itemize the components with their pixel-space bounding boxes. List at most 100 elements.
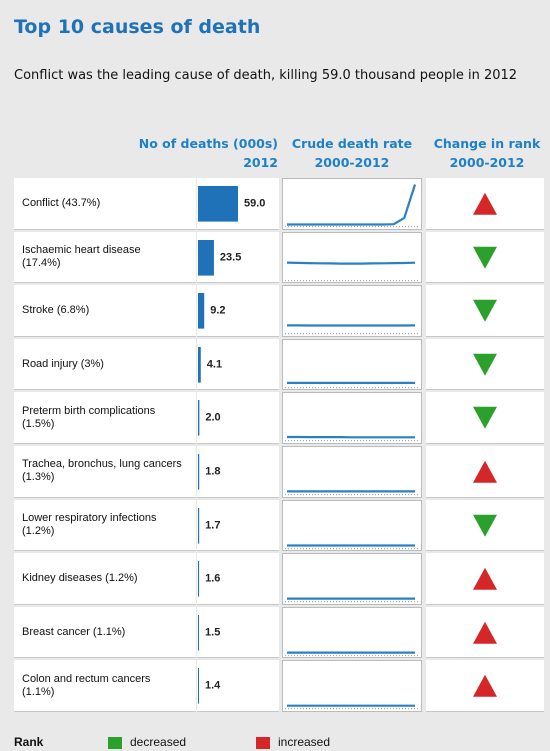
row-label-cell: Lower respiratory infections (1.2%) bbox=[14, 499, 196, 552]
bar-value-label: 9.2 bbox=[210, 305, 225, 317]
bar bbox=[198, 614, 200, 651]
rank-svg bbox=[473, 353, 497, 376]
rank-arrow bbox=[473, 407, 497, 430]
rank-arrow bbox=[473, 246, 497, 269]
trend-cell bbox=[282, 606, 422, 659]
bar-value-label: 1.8 bbox=[205, 466, 220, 478]
rank-arrow bbox=[473, 514, 497, 537]
trend-svg bbox=[285, 543, 419, 549]
header-line: 2000-2012 bbox=[449, 155, 525, 170]
trend-svg bbox=[285, 490, 419, 496]
rank-arrow bbox=[473, 353, 497, 376]
bar-value-label: 1.7 bbox=[205, 519, 220, 531]
header-line: Crude death rate bbox=[291, 136, 413, 151]
rank-svg bbox=[473, 514, 497, 537]
rank-cell bbox=[426, 499, 544, 552]
bar-svg: 1.6 bbox=[198, 561, 220, 597]
bar-cell: 59.0 bbox=[197, 178, 279, 230]
bar bbox=[198, 293, 205, 329]
trend-cell bbox=[282, 499, 422, 552]
rank-arrow bbox=[473, 299, 497, 322]
row-label-cell: Stroke (6.8%) bbox=[14, 285, 196, 337]
bar-value-label: 59.0 bbox=[244, 198, 265, 210]
row-label: Road injury (3%) bbox=[22, 357, 104, 370]
rank-cell bbox=[426, 553, 544, 605]
header: Crude death rate 2000-2012 bbox=[282, 134, 422, 172]
row-label-cell: Preterm birth complications (1.5%) bbox=[14, 392, 196, 444]
trend-cell bbox=[282, 338, 422, 391]
title: Top 10 causes of death bbox=[14, 16, 261, 38]
row-label-cell: Ischaemic heart disease (17.4%) bbox=[14, 231, 196, 284]
row-label-cell: Road injury (3%) bbox=[14, 338, 196, 391]
bar-svg: 2.0 bbox=[198, 400, 221, 436]
row-label: Trachea, bronchus, lung cancers (1.3%) bbox=[22, 458, 182, 484]
rank-cell bbox=[426, 178, 544, 230]
trend-line bbox=[286, 261, 416, 265]
bar-value-label: 1.4 bbox=[205, 680, 221, 692]
row-label-cell: Kidney diseases (1.2%) bbox=[14, 553, 196, 605]
bar-cell: 1.4 bbox=[197, 660, 279, 712]
row-label: Stroke (6.8%) bbox=[22, 303, 90, 316]
trend-svg bbox=[285, 704, 419, 710]
bar bbox=[198, 400, 200, 436]
rank-svg bbox=[473, 621, 497, 644]
bar bbox=[198, 454, 200, 490]
trend-svg bbox=[285, 324, 419, 335]
rank-arrow bbox=[473, 567, 497, 590]
bar-svg: 59.0 bbox=[198, 186, 265, 222]
bar bbox=[198, 239, 214, 276]
header-line: 2000-2012 bbox=[314, 155, 390, 170]
trend-cell bbox=[282, 553, 422, 605]
header: Change in rank 2000-2012 bbox=[426, 134, 548, 172]
bar bbox=[198, 186, 238, 222]
bar-value-label: 2.0 bbox=[205, 412, 220, 424]
row-label: Breast cancer (1.1%) bbox=[22, 625, 126, 638]
trend-svg bbox=[285, 381, 419, 388]
bar-svg: 9.2 bbox=[198, 293, 226, 329]
rank-svg bbox=[473, 407, 497, 430]
trend-svg bbox=[285, 261, 419, 281]
bar bbox=[198, 668, 199, 704]
bar-svg: 1.5 bbox=[198, 614, 220, 651]
trend-svg bbox=[285, 597, 419, 603]
rank-arrow bbox=[473, 192, 497, 215]
bar-value-label: 23.5 bbox=[220, 251, 241, 263]
trend-svg bbox=[285, 436, 419, 442]
legend-label: increased bbox=[278, 735, 331, 749]
bar-cell: 4.1 bbox=[197, 338, 279, 391]
legend-swatch bbox=[256, 737, 270, 749]
bar-cell: 9.2 bbox=[197, 285, 279, 337]
trend-cell bbox=[282, 446, 422, 498]
rank-cell bbox=[426, 338, 544, 391]
row-label-cell: Trachea, bronchus, lung cancers (1.3%) bbox=[14, 446, 196, 498]
bar bbox=[198, 507, 200, 544]
rank-arrow bbox=[473, 675, 497, 698]
row-label: Conflict (43.7%) bbox=[22, 196, 101, 209]
row-label-cell: Conflict (43.7%) bbox=[14, 178, 196, 230]
row-label: Lower respiratory infections (1.2%) bbox=[22, 511, 157, 537]
rank-cell bbox=[426, 606, 544, 659]
rank-cell bbox=[426, 392, 544, 444]
bar-svg: 4.1 bbox=[198, 346, 222, 383]
trend-cell bbox=[282, 392, 422, 444]
rank-cell bbox=[426, 285, 544, 337]
bar-svg: 1.4 bbox=[198, 668, 221, 704]
rank-svg bbox=[473, 246, 497, 269]
row-label: Ischaemic heart disease (17.4%) bbox=[22, 243, 141, 269]
trend-svg bbox=[285, 651, 419, 656]
bar-value-label: 1.5 bbox=[205, 627, 220, 639]
rank-svg bbox=[473, 460, 497, 483]
bar-cell: 1.7 bbox=[197, 499, 279, 552]
header-line: Change in rank bbox=[433, 136, 541, 151]
rank-arrow bbox=[473, 460, 497, 483]
trend-line bbox=[287, 184, 417, 226]
trend-cell bbox=[282, 178, 422, 230]
subtitle: Conflict was the leading cause of death,… bbox=[14, 68, 518, 83]
header-line: No of deaths (000s) bbox=[138, 136, 278, 151]
bar-svg: 1.7 bbox=[198, 507, 220, 544]
legend-label: decreased bbox=[130, 735, 187, 749]
bar-svg: 23.5 bbox=[198, 239, 241, 276]
trend-cell bbox=[282, 285, 422, 337]
rank-cell bbox=[426, 231, 544, 284]
